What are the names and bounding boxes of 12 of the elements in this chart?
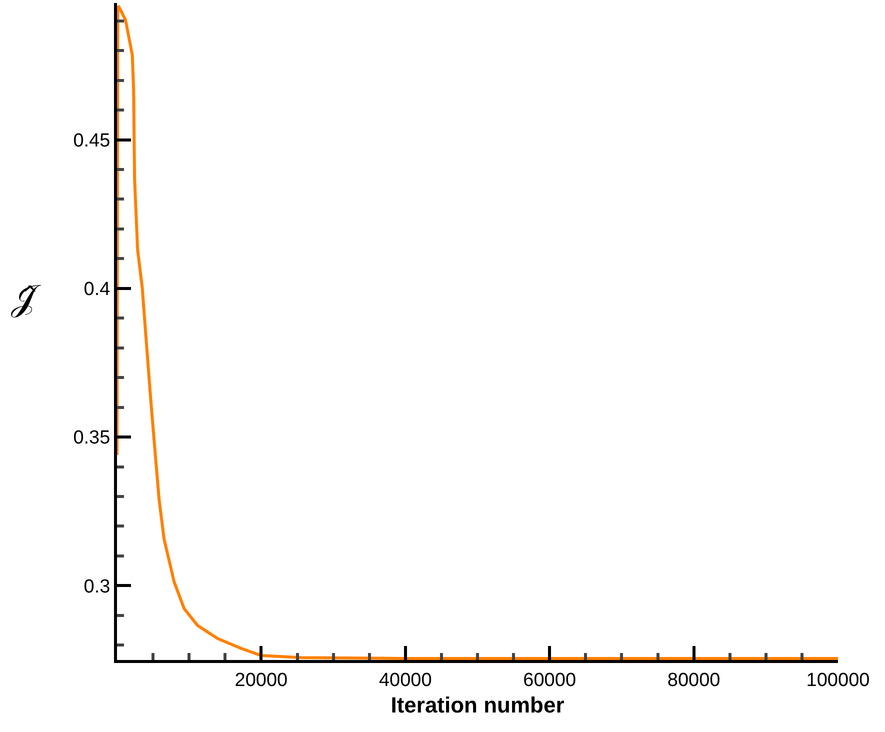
x-tick-label: 20000: [234, 670, 288, 691]
y-tick-label: 0.3: [84, 576, 110, 598]
y-tick-label: 0.4: [84, 279, 111, 300]
x-axis-title: Iteration number: [390, 692, 565, 718]
y-axis-title: 𝒥̂: [11, 278, 42, 319]
x-tick-label: 80000: [667, 670, 720, 691]
line-series: [117, 4, 838, 660]
x-tick-label: 60000: [523, 670, 576, 691]
y-tick-label: 0.45: [73, 130, 110, 152]
y-tick-label: 0.35: [73, 428, 110, 449]
x-tick-label: 40000: [378, 670, 432, 691]
x-tick-label: 100000: [806, 670, 870, 691]
